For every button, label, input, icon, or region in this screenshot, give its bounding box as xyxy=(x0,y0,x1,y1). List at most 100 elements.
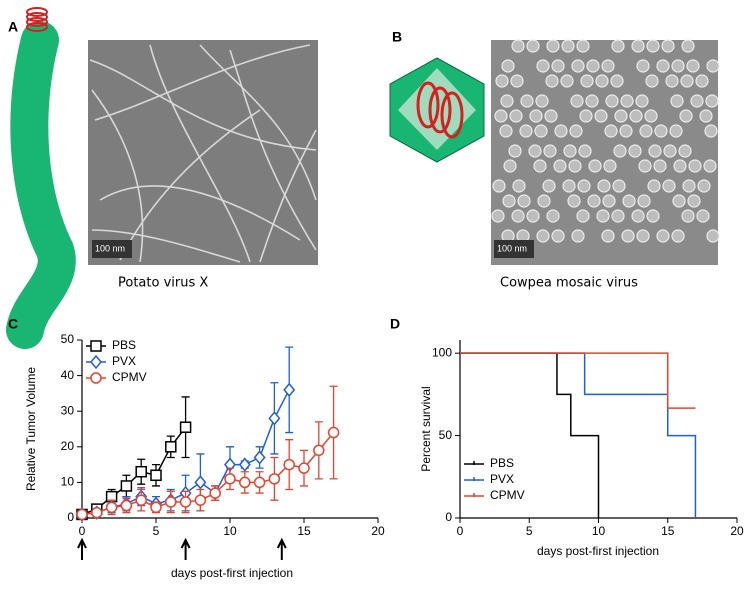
particle xyxy=(610,74,624,88)
marker xyxy=(91,506,103,519)
particle xyxy=(533,159,547,173)
scale-bar-bg xyxy=(92,240,132,258)
particle xyxy=(511,39,525,53)
marker xyxy=(194,475,207,490)
particle xyxy=(546,39,560,53)
particle xyxy=(508,144,522,158)
legend-label: PVX xyxy=(490,472,514,486)
y-tick-label: 50 xyxy=(439,428,453,442)
particle xyxy=(542,179,556,193)
marker xyxy=(165,496,177,508)
particle xyxy=(612,179,626,193)
particle xyxy=(546,209,560,223)
panel-label: D xyxy=(390,316,400,332)
y-axis-label: Relative Tumor Volume xyxy=(24,367,38,491)
particle xyxy=(681,209,695,223)
particle xyxy=(605,94,619,108)
y-tick-label: 100 xyxy=(432,345,452,359)
particle xyxy=(576,209,590,223)
scale-bar-label: 100 nm xyxy=(497,243,527,253)
marker xyxy=(224,473,236,485)
particle xyxy=(526,209,540,223)
particle xyxy=(601,229,615,243)
particle xyxy=(503,159,517,173)
particle xyxy=(665,74,679,88)
marker xyxy=(327,426,340,439)
particle xyxy=(528,144,542,158)
particle xyxy=(569,124,583,138)
particle xyxy=(670,94,684,108)
legend-label: PVX xyxy=(112,354,136,368)
rna-helix xyxy=(416,81,464,139)
particle xyxy=(517,194,531,208)
x-axis-label: days post-first injection xyxy=(171,566,293,580)
particle xyxy=(613,144,627,158)
particle xyxy=(601,59,615,73)
particle xyxy=(638,159,652,173)
particle xyxy=(535,94,549,108)
particle xyxy=(636,229,650,243)
scale-bar-label: 100 nm xyxy=(95,243,125,253)
panel-label: A xyxy=(8,19,18,35)
particle xyxy=(509,109,523,123)
particle xyxy=(595,74,609,88)
marker xyxy=(268,473,281,485)
particle xyxy=(580,74,594,88)
particle xyxy=(671,59,685,73)
particle xyxy=(511,209,525,223)
particle xyxy=(682,179,696,193)
marker xyxy=(238,457,251,472)
particle xyxy=(647,179,661,193)
marker xyxy=(105,501,118,514)
particle xyxy=(597,179,611,193)
particle xyxy=(576,39,590,53)
marker xyxy=(150,469,162,482)
particle xyxy=(654,124,668,138)
marker xyxy=(135,465,147,478)
particle xyxy=(551,229,565,243)
particle xyxy=(529,109,543,123)
particle xyxy=(543,144,557,158)
x-tick-label: 20 xyxy=(371,524,385,538)
particle xyxy=(501,59,515,73)
marker xyxy=(209,487,221,499)
particle xyxy=(596,209,610,223)
particle xyxy=(561,39,575,53)
x-tick-label: 20 xyxy=(730,524,744,538)
particle xyxy=(619,124,633,138)
particle xyxy=(628,144,642,158)
particle xyxy=(679,109,693,123)
particle xyxy=(681,39,695,53)
particle xyxy=(534,124,548,138)
marker xyxy=(253,450,266,465)
particle xyxy=(662,179,676,193)
survival-curve xyxy=(460,352,696,409)
particle xyxy=(663,144,677,158)
particle xyxy=(672,194,686,208)
particle xyxy=(563,144,577,158)
y-tick-label: 30 xyxy=(61,403,75,417)
marker xyxy=(253,476,266,489)
legend-label: PBS xyxy=(112,338,136,352)
y-tick-label: 0 xyxy=(67,510,74,524)
particle xyxy=(695,74,709,88)
particle xyxy=(653,159,667,173)
particle xyxy=(635,94,649,108)
y-tick-label: 20 xyxy=(61,439,75,453)
particle xyxy=(645,74,659,88)
marker xyxy=(313,444,325,457)
legend-label: CPMV xyxy=(490,488,525,502)
particle xyxy=(544,109,558,123)
particle xyxy=(646,39,660,53)
particle xyxy=(697,179,711,193)
particle xyxy=(594,109,608,123)
particle xyxy=(671,229,685,243)
particle xyxy=(639,124,653,138)
survival-curve xyxy=(460,352,600,518)
particle xyxy=(705,94,719,108)
particle xyxy=(499,124,513,138)
particle xyxy=(656,229,670,243)
particle xyxy=(553,159,567,173)
marker xyxy=(179,496,192,508)
